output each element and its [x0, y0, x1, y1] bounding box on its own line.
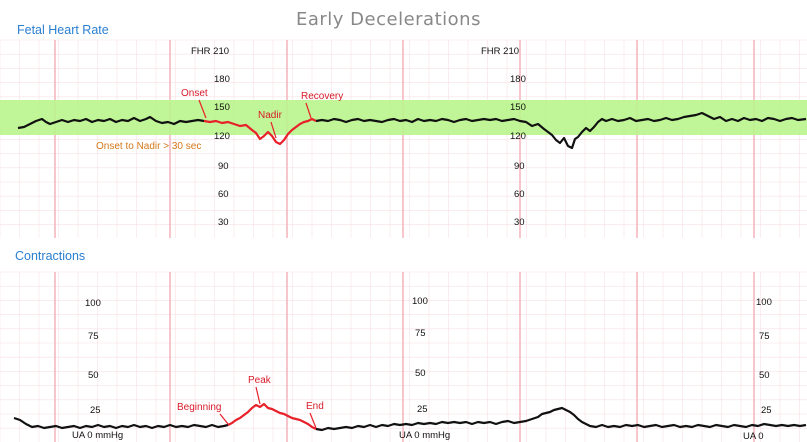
ua-contraction-trace: [227, 402, 317, 430]
fhr-scale-label: 30: [218, 217, 229, 228]
beginning-label: Beginning: [177, 402, 221, 413]
ua-scale-label: 75: [88, 331, 99, 342]
beginning-pointer: [219, 413, 229, 425]
ua-scale-label: 100: [85, 298, 101, 309]
end-pointer: [309, 412, 317, 429]
recovery-pointer: [305, 102, 312, 119]
fhr-trace: [17, 115, 205, 130]
fhr-scale-label: 60: [218, 189, 229, 200]
nadir-label: Nadir: [258, 110, 283, 121]
fhr-trace: [315, 111, 807, 150]
fhr-panel-label: Fetal Heart Rate: [17, 23, 109, 37]
fhr-scale-right: FHR 210 180 150 120 90 60 30: [481, 46, 526, 228]
onset-to-nadir-label: Onset to Nadir > 30 sec: [96, 141, 201, 152]
fhr-scale-left: FHR 210 180 150 120 90 60 30: [191, 46, 230, 228]
ua-scale-label: 100: [756, 297, 772, 308]
ua-scale-label: 75: [415, 328, 426, 339]
fhr-scale-header: FHR 210: [481, 46, 519, 57]
nadir-pointer: [270, 121, 277, 139]
fhr-annotations: Onset Nadir Recovery Onset to Nadir > 30…: [96, 88, 343, 152]
recovery-label: Recovery: [301, 91, 343, 102]
peak-pointer: [255, 386, 261, 405]
ua-baseline-label: UA 0: [743, 431, 764, 442]
onset-label: Onset: [181, 88, 208, 99]
ua-trace: [13, 416, 229, 430]
ua-scale-label: 25: [761, 405, 772, 416]
contraction-annotations: Beginning Peak End: [177, 375, 324, 429]
ua-trace: [315, 406, 807, 432]
ua-baseline-label: UA 0 mmHg: [72, 430, 123, 441]
ua-scale-middle: 100 75 50 25: [412, 296, 428, 415]
ua-scale-label: 50: [88, 370, 99, 381]
fhr-scale-label: 150: [214, 102, 230, 113]
fhr-scale-label: 30: [514, 217, 525, 228]
ua-scale-label: 25: [90, 405, 101, 416]
fhr-scale-header: FHR 210: [191, 46, 229, 57]
peak-label: Peak: [248, 375, 272, 386]
ua-scale-label: 50: [415, 368, 426, 379]
fhr-scale-label: 60: [514, 189, 525, 200]
page-title: Early Decelerations: [296, 9, 481, 30]
ua-baseline-label: UA 0 mmHg: [399, 430, 450, 441]
fhr-scale-label: 150: [510, 102, 526, 113]
ua-scale-label: 100: [412, 296, 428, 307]
fhr-deceleration-trace: [203, 117, 317, 146]
end-label: End: [306, 401, 324, 412]
ua-scale-right: 100 75 50 25: [756, 297, 772, 416]
ua-scale-label: 25: [417, 404, 428, 415]
onset-pointer: [198, 99, 207, 119]
fhr-scale-label: 120: [214, 131, 230, 142]
ua-scale-label: 50: [759, 370, 770, 381]
fhr-scale-label: 90: [514, 161, 525, 172]
fhr-scale-label: 90: [218, 161, 229, 172]
ua-scale-left: 100 75 50 25: [85, 298, 101, 416]
ua-scale-label: 75: [759, 331, 770, 342]
contractions-panel-label: Contractions: [15, 249, 85, 263]
fhr-scale-label: 180: [510, 74, 526, 85]
fhr-scale-label: 120: [510, 131, 526, 142]
fhr-scale-label: 180: [214, 74, 230, 85]
